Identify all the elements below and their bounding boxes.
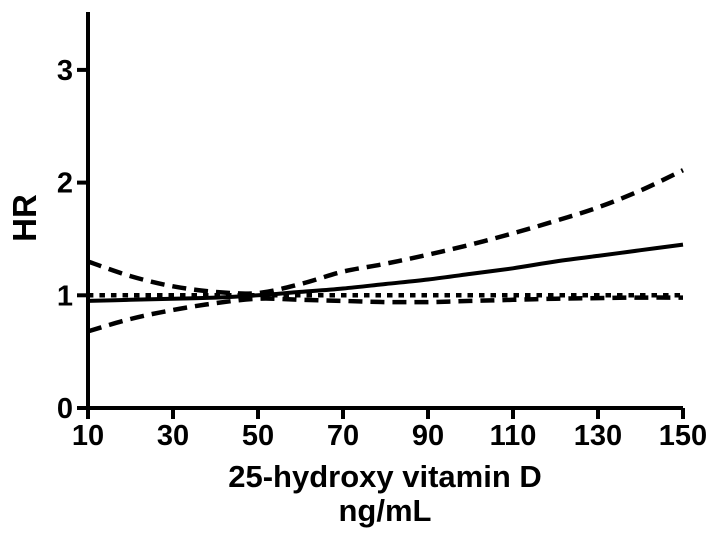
x-axis-title: 25-hydroxy vitamin D [228,459,542,494]
axis-frame [86,12,683,410]
x-tick-label: 130 [574,420,622,452]
x-tick-label: 110 [490,420,537,452]
x-tick-label: 150 [659,420,707,452]
series-upper-95ci-line [87,168,684,296]
series-hazard-ratio-line [87,242,684,303]
y-axis-title: HR [6,194,43,242]
x-tick-label: 30 [157,420,189,452]
y-tick-label: 0 [57,393,73,425]
y-tick-label: 3 [57,55,73,87]
x-axis-unit: ng/mL [339,493,432,528]
y-tick-label: 2 [57,168,73,200]
x-tick-label: 10 [72,420,104,452]
x-tick-label: 50 [242,420,274,452]
series-lower-95ci-line [87,295,684,334]
x-tick-label: 90 [412,420,444,452]
x-tick-label: 70 [327,420,359,452]
y-tick-label: 1 [57,280,73,312]
